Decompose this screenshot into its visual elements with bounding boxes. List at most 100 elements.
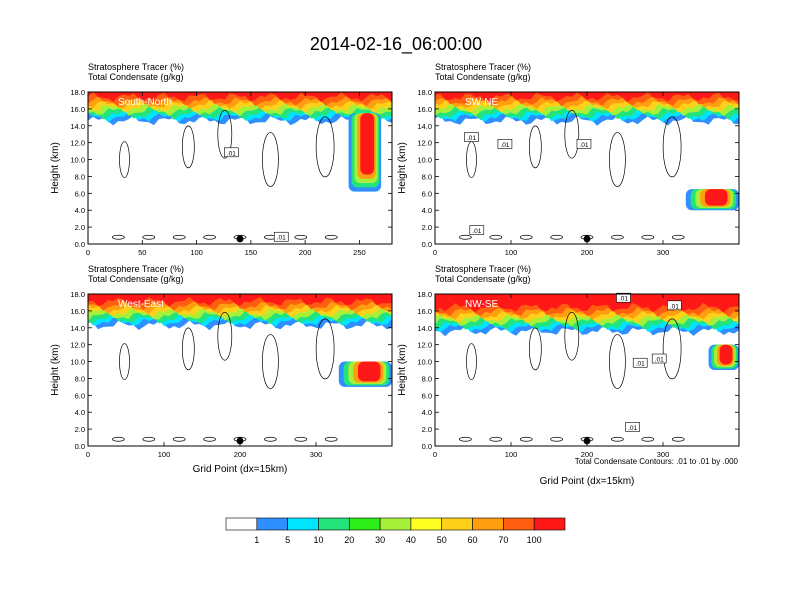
condensate-contours (112, 311, 338, 442)
x-tick-label: 200 (581, 450, 594, 459)
contour-line (550, 436, 563, 442)
y-tick-label: 6.0 (422, 391, 432, 400)
contour-line (172, 234, 186, 240)
contour-line (324, 436, 338, 442)
x-axis-label: Grid Point (dx=15km) (193, 464, 288, 475)
panel-label: SW-NE (465, 97, 498, 108)
contour-label-box (651, 353, 667, 364)
contour-line (262, 132, 279, 187)
y-tick-label: 2.0 (422, 223, 432, 232)
y-axis-label: Height (km) (397, 142, 408, 194)
contour-line (181, 125, 195, 169)
x-tick-label: 50 (138, 248, 146, 257)
tracer-intrusion (357, 361, 381, 382)
contour-label: .01 (467, 135, 476, 142)
contour-label-box (632, 357, 648, 368)
condensate-contours (459, 311, 685, 442)
tracer-band (435, 294, 739, 313)
contour-line (489, 234, 503, 240)
tracer-field (435, 294, 739, 442)
contour-line (528, 327, 542, 371)
contour-line (459, 436, 472, 442)
contour-line (611, 436, 624, 442)
contour-label-box (625, 422, 640, 432)
contour-label: .01 (227, 150, 236, 157)
contour-line (641, 234, 655, 240)
contour-line (609, 132, 626, 187)
contour-line (489, 436, 503, 442)
contour-label-box (667, 300, 682, 311)
condensate-contours (459, 109, 685, 240)
y-tick-label: 10.0 (70, 156, 85, 165)
contour-line (203, 436, 216, 442)
colorbar-box (441, 517, 473, 531)
contour-label: .01 (655, 357, 664, 364)
x-tick-label: 0 (433, 248, 437, 257)
colorbar: 1 5 10 20 30 40 50 60 70 100 (225, 517, 566, 545)
location-marker (583, 235, 591, 243)
y-tick-label: 0.0 (422, 442, 432, 451)
y-tick-label: 8.0 (75, 374, 85, 383)
contour-line (519, 234, 533, 240)
contour-line (142, 436, 156, 442)
condensate-contours (112, 109, 338, 240)
colorbar-box (503, 517, 535, 531)
contour-line (662, 318, 682, 380)
contour-line (466, 141, 477, 178)
contour-line (119, 343, 130, 380)
y-tick-label: 0.0 (422, 240, 432, 249)
panel-subtitle-line2: Total Condensate (g/kg) (88, 72, 184, 82)
tracer-field (435, 92, 739, 240)
colorbar-label: 1 (254, 535, 259, 545)
x-tick-label: 100 (505, 450, 518, 459)
panel-frame (87, 91, 393, 245)
y-axis-label: Height (km) (50, 142, 61, 194)
panel-label: West-East (118, 299, 164, 310)
contour-line (550, 234, 563, 240)
panel-sw-ne: Stratosphere Tracer (%)Total Condensate … (397, 62, 740, 257)
contour-label: .01 (628, 425, 637, 432)
y-tick-label: 10.0 (417, 156, 432, 165)
location-marker (236, 437, 244, 445)
contour-line (671, 234, 685, 240)
x-tick-label: 0 (86, 450, 90, 459)
contour-line (217, 311, 233, 361)
y-tick-label: 2.0 (75, 425, 85, 434)
tracer-intrusion (719, 344, 733, 365)
contour-line (262, 334, 279, 389)
contour-label: .01 (472, 228, 481, 235)
contour-line (564, 109, 580, 159)
contour-label: .01 (500, 142, 509, 149)
x-tick-label: 200 (581, 248, 594, 257)
contour-line (112, 234, 125, 240)
contour-label-box (469, 225, 485, 235)
tracer-band (88, 92, 392, 102)
location-marker (583, 437, 591, 445)
x-tick-label: 100 (190, 248, 203, 257)
y-tick-label: 10.0 (70, 358, 85, 367)
contour-line (217, 109, 233, 159)
panel-subtitle-line2: Total Condensate (g/kg) (435, 72, 531, 82)
y-tick-label: 12.0 (70, 341, 85, 350)
colorbar-box (256, 517, 288, 531)
contour-line (172, 436, 186, 442)
colorbar-box (287, 517, 319, 531)
contour-label-box (273, 231, 289, 242)
x-tick-label: 0 (86, 248, 90, 257)
y-tick-label: 4.0 (75, 206, 85, 215)
x-tick-label: 200 (299, 248, 312, 257)
contour-line (294, 436, 308, 442)
y-tick-label: 18.0 (70, 88, 85, 97)
colorbar-box (410, 517, 443, 531)
y-tick-label: 18.0 (417, 88, 432, 97)
contour-note: Total Condensate Contours: .01 to .01 by… (575, 457, 739, 466)
contour-label-box (464, 132, 479, 142)
colorbar-box (472, 517, 504, 531)
contour-line (315, 116, 335, 178)
contour-label: .01 (619, 296, 628, 303)
colorbar-label: 70 (498, 535, 508, 545)
colorbar-label: 10 (313, 535, 323, 545)
contour-line (611, 234, 624, 240)
y-tick-label: 6.0 (422, 189, 432, 198)
y-tick-label: 16.0 (417, 307, 432, 316)
